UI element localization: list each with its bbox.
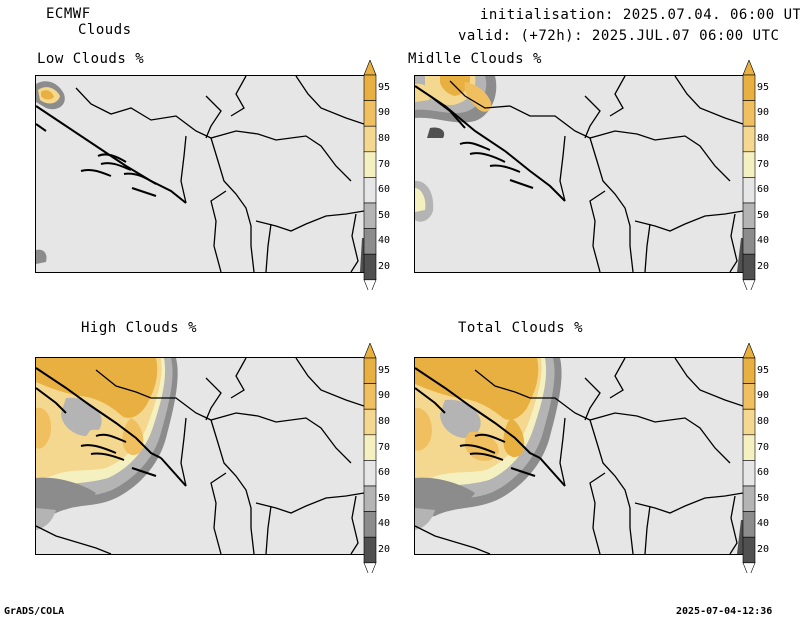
colorbar-label: 70 (378, 441, 391, 453)
footer-timestamp: 2025-07-04-12:36 (676, 606, 773, 617)
colorbar-swatch (363, 228, 377, 255)
colorbar-swatch (363, 383, 377, 410)
colorbar-swatch (742, 125, 756, 153)
colorbar-label: 20 (378, 261, 391, 272)
colorbar-swatch (742, 485, 756, 512)
high-clouds-map (35, 357, 365, 555)
colorbar-swatch (742, 408, 756, 436)
colorbar-high: 95 90 80 70 60 50 40 20 (363, 343, 413, 573)
middle-clouds-map (414, 75, 744, 273)
colorbar-swatch (742, 202, 756, 229)
colorbar-swatch (363, 434, 377, 461)
colorbar-swatch (363, 511, 377, 538)
colorbar-label: 95 (378, 364, 391, 376)
colorbar-label: 20 (757, 544, 770, 555)
total-clouds-map (414, 357, 744, 555)
colorbar-label: 20 (757, 261, 770, 272)
colorbar-label: 60 (757, 184, 770, 196)
colorbar-swatch (363, 74, 377, 101)
colorbar-min-triangle (363, 562, 377, 573)
colorbar-swatch (363, 202, 377, 229)
colorbar-label: 70 (378, 158, 391, 170)
colorbar-min-triangle (742, 562, 756, 573)
colorbar-label: 95 (757, 81, 770, 93)
colorbar-swatch (363, 151, 377, 178)
footer-software: GrADS/COLA (4, 606, 65, 617)
colorbar-swatch (363, 460, 377, 487)
colorbar-swatch (363, 536, 377, 564)
colorbar-label: 80 (757, 416, 770, 427)
high-clouds-title: High Clouds % (81, 320, 198, 336)
colorbar-label: 95 (757, 364, 770, 376)
colorbar-label: 60 (378, 184, 391, 196)
colorbar-swatch (742, 511, 756, 538)
colorbar-label: 70 (757, 441, 770, 453)
valid-time: valid: (+72h): 2025.JUL.07 06:00 UTC (458, 28, 780, 44)
total-clouds-title: Total Clouds % (458, 320, 584, 336)
parameter-name: Clouds (78, 22, 132, 38)
colorbar-label: 90 (378, 107, 391, 119)
colorbar-swatch (742, 536, 756, 564)
colorbar-label: 60 (378, 467, 391, 479)
colorbar-label: 40 (378, 235, 391, 247)
colorbar-swatch (742, 151, 756, 178)
colorbar-swatch (742, 357, 756, 384)
colorbar-max-triangle (363, 60, 377, 76)
colorbar-swatch (742, 177, 756, 204)
low-clouds-map (35, 75, 365, 273)
colorbar-label: 60 (757, 467, 770, 479)
middle-clouds-title: Midlle Clouds % (408, 51, 542, 67)
colorbar-label: 80 (378, 133, 391, 144)
colorbar-label: 40 (378, 518, 391, 530)
colorbar-min-triangle (742, 279, 756, 290)
low-clouds-title: Low Clouds % (37, 51, 145, 67)
colorbar-label: 95 (378, 81, 391, 93)
colorbar-label: 20 (378, 544, 391, 555)
colorbar-label: 50 (378, 209, 391, 221)
colorbar-swatch (742, 253, 756, 281)
colorbar-swatch (363, 177, 377, 204)
colorbar-swatch (742, 434, 756, 461)
colorbar-swatch (363, 253, 377, 281)
colorbar-total: 95 90 80 70 60 50 40 20 (742, 343, 792, 573)
colorbar-swatch (742, 74, 756, 101)
colorbar-swatch (363, 357, 377, 384)
colorbar-swatch (363, 100, 377, 127)
colorbar-swatch (363, 485, 377, 512)
colorbar-swatch (742, 228, 756, 255)
colorbar-label: 40 (757, 518, 770, 530)
colorbar-label: 90 (757, 107, 770, 119)
colorbar-swatch (363, 125, 377, 153)
colorbar-max-triangle (742, 60, 756, 76)
colorbar-min-triangle (363, 279, 377, 290)
colorbar-low: 95 90 80 70 60 50 40 20 (363, 60, 413, 290)
colorbar-label: 50 (757, 492, 770, 504)
colorbar-label: 50 (757, 209, 770, 221)
colorbar-max-triangle (363, 343, 377, 359)
colorbar-label: 80 (378, 416, 391, 427)
colorbar-swatch (742, 100, 756, 127)
colorbar-label: 80 (757, 133, 770, 144)
colorbar-swatch (742, 383, 756, 410)
colorbar-label: 70 (757, 158, 770, 170)
colorbar-label: 90 (757, 390, 770, 402)
colorbar-max-triangle (742, 343, 756, 359)
colorbar-swatch (363, 408, 377, 436)
colorbar-label: 50 (378, 492, 391, 504)
model-name: ECMWF (46, 6, 91, 22)
colorbar-label: 40 (757, 235, 770, 247)
colorbar-label: 90 (378, 390, 391, 402)
colorbar-swatch (742, 460, 756, 487)
colorbar-middle: 95 90 80 70 60 50 40 20 (742, 60, 792, 290)
init-time: initialisation: 2025.07.04. 06:00 UTC (480, 7, 800, 23)
